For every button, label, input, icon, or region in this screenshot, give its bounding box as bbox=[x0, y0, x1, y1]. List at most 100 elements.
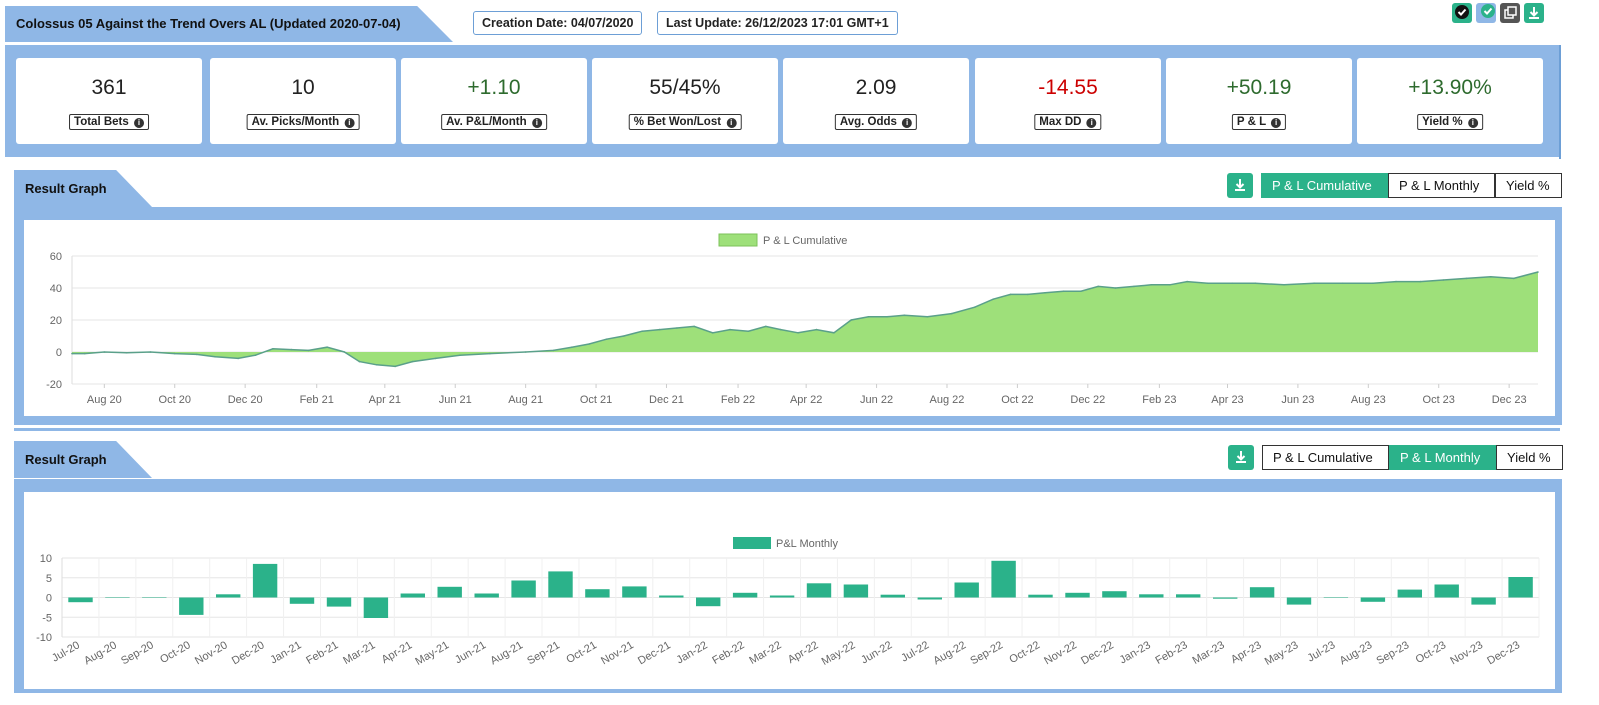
info-icon[interactable]: i bbox=[1467, 118, 1478, 128]
x-tick-label: Dec 20 bbox=[228, 394, 263, 406]
x-tick-label: Oct 21 bbox=[580, 394, 612, 406]
cumulative-pl-chart: -20 0 20 40 60 Aug 20 Oct 20 Dec 20 Feb 21 Apr 21… bbox=[46, 233, 1539, 406]
x-tick-label: Aug-22 bbox=[931, 639, 968, 667]
info-icon[interactable]: i bbox=[1271, 118, 1282, 128]
bar bbox=[1397, 589, 1422, 598]
x-tick-label: Feb 23 bbox=[1142, 394, 1176, 406]
legend-swatch bbox=[718, 233, 758, 247]
bar bbox=[548, 571, 573, 598]
section-title: Result Graph bbox=[25, 181, 107, 196]
y-tick-label: 0 bbox=[46, 593, 52, 605]
x-tick-label: Feb 22 bbox=[721, 394, 755, 406]
data-point bbox=[103, 351, 106, 353]
stat-label-text: % Bet Won/Lost bbox=[633, 116, 722, 128]
data-point bbox=[1186, 280, 1188, 283]
stat-label[interactable]: % Bet Won/Lost i bbox=[628, 114, 742, 130]
x-tick-label: Apr-22 bbox=[786, 639, 821, 666]
tab-pl-monthly[interactable]: P & L Monthly bbox=[1388, 173, 1495, 198]
data-point bbox=[1283, 284, 1285, 286]
stat-value: 2.09 bbox=[855, 76, 897, 99]
data-point bbox=[833, 332, 835, 334]
x-tick-label: Apr-23 bbox=[1229, 639, 1264, 666]
series-area bbox=[72, 272, 1538, 367]
tab-pl-cumulative[interactable]: P & L Cumulative bbox=[1262, 445, 1389, 470]
tab-yield[interactable]: Yield % bbox=[1495, 173, 1562, 198]
stat-label[interactable]: Max DD i bbox=[1034, 114, 1102, 130]
data-point bbox=[459, 354, 461, 356]
data-point bbox=[71, 352, 73, 355]
download-icon[interactable] bbox=[1524, 3, 1544, 23]
x-tick-label: Aug 21 bbox=[508, 394, 543, 406]
data-point bbox=[83, 352, 86, 355]
data-point bbox=[711, 332, 714, 334]
stat-label[interactable]: Yield % i bbox=[1417, 114, 1483, 130]
x-tick-label: Dec-21 bbox=[636, 639, 673, 667]
info-icon[interactable]: i bbox=[726, 118, 737, 128]
tab-pl-monthly[interactable]: P & L Monthly bbox=[1389, 445, 1496, 470]
stat-card-yield: +13.90% Yield % i bbox=[1357, 58, 1543, 144]
data-point bbox=[1133, 285, 1135, 288]
x-tick-label: Jun-21 bbox=[453, 639, 488, 666]
tab-yield[interactable]: Yield % bbox=[1496, 445, 1563, 470]
check-badge-icon[interactable] bbox=[1476, 3, 1496, 23]
info-icon[interactable]: i bbox=[133, 118, 144, 128]
x-tick-label: Aug 20 bbox=[87, 394, 122, 406]
bar bbox=[1176, 594, 1201, 598]
x-tick-label: Aug 22 bbox=[930, 394, 965, 406]
data-point bbox=[1419, 280, 1422, 283]
x-tick-label: Nov-23 bbox=[1448, 639, 1485, 667]
copy-icon[interactable] bbox=[1500, 3, 1520, 23]
x-tick-label: Dec-23 bbox=[1485, 639, 1522, 667]
download-chart-button[interactable] bbox=[1228, 445, 1254, 470]
data-point bbox=[926, 316, 929, 318]
data-point bbox=[605, 338, 608, 340]
bar bbox=[363, 597, 389, 618]
bar bbox=[68, 597, 93, 603]
stat-label-text: Total Bets bbox=[74, 116, 129, 128]
bar bbox=[1065, 592, 1090, 598]
data-point bbox=[815, 328, 818, 331]
stat-label[interactable]: Avg. Odds i bbox=[834, 114, 918, 130]
info-icon[interactable]: i bbox=[902, 118, 913, 128]
x-tick-label: Mar-21 bbox=[341, 639, 377, 667]
x-tick-label: Dec 23 bbox=[1492, 394, 1527, 406]
bar bbox=[474, 593, 499, 598]
x-tick-label: May-23 bbox=[1263, 639, 1301, 668]
x-tick-label: May-21 bbox=[413, 639, 451, 668]
x-tick-label: Aug-23 bbox=[1338, 639, 1375, 667]
info-icon[interactable]: i bbox=[531, 118, 542, 128]
data-point bbox=[729, 328, 731, 331]
stat-label[interactable]: Av. P&L/Month i bbox=[441, 114, 547, 130]
stat-label[interactable]: Total Bets i bbox=[69, 114, 149, 130]
x-tick-label: Oct 22 bbox=[1001, 394, 1033, 406]
bar bbox=[179, 597, 204, 615]
legend-label: P&L Monthly bbox=[776, 538, 838, 550]
data-point bbox=[1080, 290, 1082, 292]
bar bbox=[1434, 584, 1459, 598]
x-tick-label: Feb-21 bbox=[304, 639, 340, 667]
stat-card-avg-odds: 2.09 Avg. Odds i bbox=[783, 58, 969, 144]
data-point bbox=[886, 316, 888, 318]
stat-card-bet-won-lost: 55/45% % Bet Won/Lost i bbox=[592, 58, 778, 144]
data-point bbox=[434, 357, 437, 360]
bar bbox=[622, 586, 647, 598]
x-tick-label: Jun 23 bbox=[1281, 394, 1314, 406]
tab-pl-cumulative[interactable]: P & L Cumulative bbox=[1261, 173, 1388, 198]
x-tick-label: Jun 22 bbox=[860, 394, 893, 406]
bar bbox=[252, 563, 278, 598]
data-point bbox=[1465, 277, 1468, 280]
x-tick-label: Oct 20 bbox=[159, 394, 191, 406]
data-point bbox=[850, 319, 852, 321]
bar bbox=[880, 594, 905, 598]
x-tick-label: Mar-22 bbox=[747, 639, 783, 667]
stat-label[interactable]: Av. Picks/Month i bbox=[246, 114, 360, 130]
stat-label[interactable]: P & L i bbox=[1231, 114, 1287, 130]
info-icon[interactable]: i bbox=[1086, 118, 1097, 128]
data-point bbox=[1489, 276, 1492, 278]
info-icon[interactable]: i bbox=[344, 118, 355, 128]
x-tick-label: Oct 23 bbox=[1423, 394, 1455, 406]
data-point bbox=[125, 352, 128, 354]
download-chart-button[interactable] bbox=[1227, 173, 1253, 198]
stat-card-av-picks: 10 Av. Picks/Month i bbox=[210, 58, 396, 144]
check-badge-icon[interactable] bbox=[1452, 3, 1472, 23]
